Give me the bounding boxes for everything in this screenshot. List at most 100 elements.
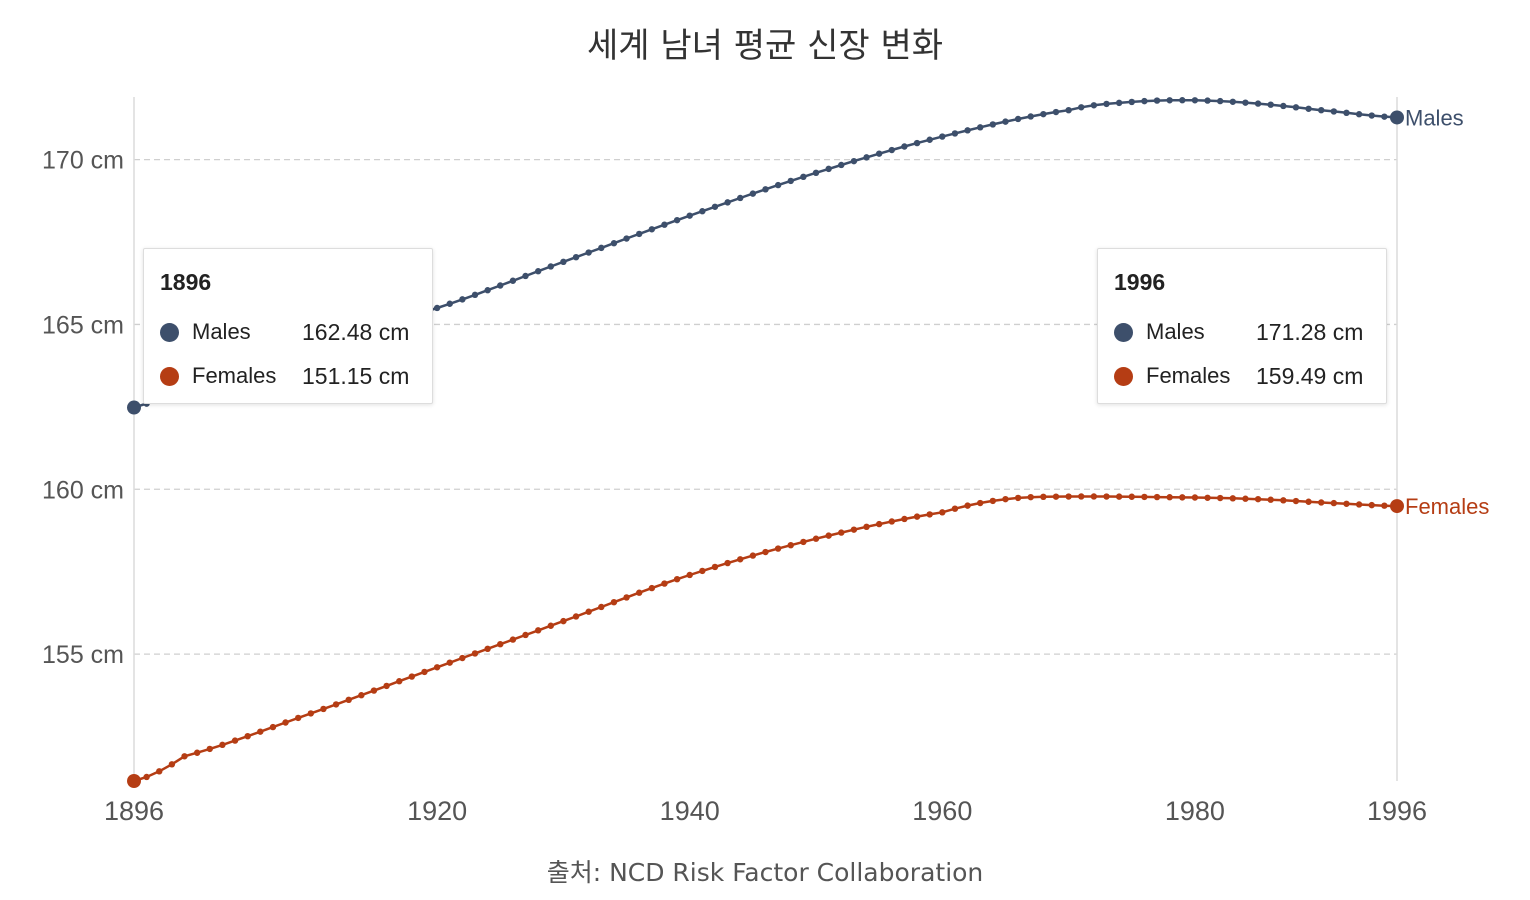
data-point xyxy=(206,745,213,753)
data-point xyxy=(1242,495,1249,502)
data-point xyxy=(244,732,251,740)
data-point xyxy=(1254,100,1262,107)
data-point xyxy=(1267,101,1274,108)
data-point xyxy=(446,659,453,666)
y-tick-label: 170 cm xyxy=(42,147,124,175)
data-point xyxy=(509,636,517,643)
data-point xyxy=(1040,493,1047,501)
data-point xyxy=(1343,500,1350,507)
data-point xyxy=(181,753,188,760)
data-point xyxy=(1128,98,1135,106)
data-point xyxy=(598,603,605,611)
data-point xyxy=(724,559,731,567)
data-point xyxy=(901,515,908,523)
data-point xyxy=(951,505,959,512)
series-layer xyxy=(127,97,1404,788)
x-tick-label: 1960 xyxy=(912,796,972,826)
endpoint-marker xyxy=(127,774,141,788)
data-point xyxy=(1014,494,1022,502)
end-label-males: Males xyxy=(1405,105,1464,130)
y-tick-label: 165 cm xyxy=(42,311,124,339)
data-point xyxy=(433,304,441,312)
data-point xyxy=(1191,97,1199,104)
data-point xyxy=(1065,106,1072,114)
data-point xyxy=(939,133,946,140)
legend-dot-icon xyxy=(1114,322,1133,342)
tooltip-1996: 1996 Males 171.28 cm Females 159.49 cm xyxy=(1097,248,1387,404)
data-point xyxy=(408,673,416,680)
data-point xyxy=(636,230,643,238)
data-point xyxy=(951,130,959,137)
x-tick-label: 1980 xyxy=(1165,796,1225,826)
data-point xyxy=(1330,499,1338,507)
data-point xyxy=(1330,108,1338,115)
axes xyxy=(133,97,1398,781)
x-tick-label: 1996 xyxy=(1367,796,1427,826)
data-point xyxy=(1318,106,1325,114)
data-point xyxy=(939,509,946,516)
tooltip-row-females: Females 159.49 cm xyxy=(1114,354,1372,398)
data-point xyxy=(926,136,933,143)
data-point xyxy=(1242,99,1249,106)
tooltip-row-males: Males 171.28 cm xyxy=(1114,310,1372,354)
data-point xyxy=(193,749,201,756)
data-point xyxy=(1343,109,1350,117)
data-point xyxy=(812,169,820,177)
data-point xyxy=(863,154,870,161)
data-point xyxy=(825,165,832,173)
data-point xyxy=(459,296,466,303)
data-point xyxy=(484,645,491,653)
gridlines xyxy=(134,158,1397,655)
data-point xyxy=(1128,493,1135,500)
data-point xyxy=(1166,97,1173,104)
data-point xyxy=(1115,493,1123,500)
data-point xyxy=(534,268,542,275)
data-point xyxy=(459,654,466,662)
x-tick-label: 1940 xyxy=(660,796,720,826)
data-point xyxy=(812,535,820,542)
data-point xyxy=(1090,102,1098,109)
data-point xyxy=(699,208,706,215)
data-point xyxy=(1292,497,1300,505)
data-point xyxy=(1103,493,1110,500)
tooltip-row-females: Females 151.15 cm xyxy=(160,354,418,398)
data-point xyxy=(534,627,542,634)
data-point xyxy=(711,203,719,210)
data-point xyxy=(964,502,971,509)
data-point xyxy=(774,181,782,189)
tooltip-series-value: 171.28 cm xyxy=(1256,318,1364,345)
series-females xyxy=(127,493,1404,788)
data-point xyxy=(774,545,782,552)
x-tick-label: 1920 xyxy=(407,796,467,826)
endpoint-marker xyxy=(1390,499,1404,514)
data-point xyxy=(737,194,744,202)
data-point xyxy=(1254,495,1262,503)
data-point xyxy=(1216,97,1224,105)
data-point xyxy=(509,277,517,284)
data-point xyxy=(673,216,681,224)
tooltip-year: 1896 xyxy=(160,269,212,295)
data-point xyxy=(1204,494,1211,501)
data-point xyxy=(1216,494,1224,502)
data-point xyxy=(913,139,921,147)
chart-caption: 출처: NCD Risk Factor Collaboration xyxy=(547,858,984,887)
data-point xyxy=(1115,99,1123,107)
end-labels: Males Females xyxy=(1405,105,1489,519)
data-point xyxy=(1381,113,1388,120)
data-point xyxy=(522,631,529,639)
data-point xyxy=(446,300,453,307)
data-point xyxy=(1318,499,1325,506)
data-point xyxy=(1280,102,1287,110)
data-point xyxy=(762,186,769,193)
data-point xyxy=(1153,97,1161,104)
tooltip-year: 1996 xyxy=(1114,269,1166,295)
data-point xyxy=(850,526,858,533)
data-point xyxy=(875,520,883,528)
data-point xyxy=(686,571,693,579)
data-point xyxy=(673,575,681,583)
data-point xyxy=(1229,98,1237,105)
data-point xyxy=(1065,493,1072,500)
data-point xyxy=(1179,494,1186,501)
data-point xyxy=(320,705,327,713)
data-point xyxy=(396,678,403,685)
